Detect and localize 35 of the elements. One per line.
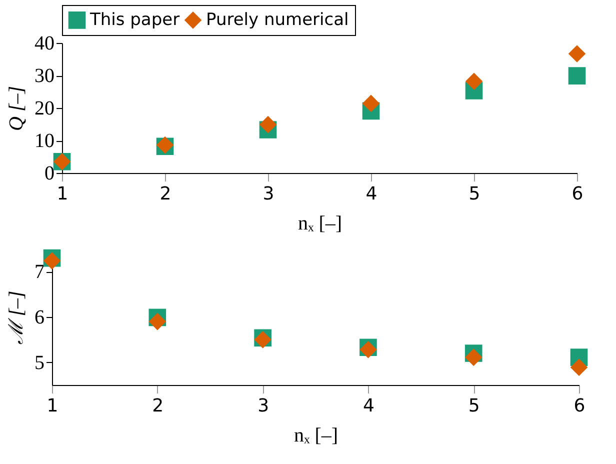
x-tick-label: 4: [366, 184, 378, 204]
y-tick-label: 30: [34, 65, 54, 87]
x-tick-label: 1: [56, 184, 68, 204]
point: [464, 348, 482, 366]
x-tick-label: 6: [574, 396, 586, 416]
y-tick-label: 6: [34, 306, 44, 328]
point: [568, 45, 586, 62]
y-axis-title: ℳ [–]: [6, 290, 28, 344]
y-tick-label: 20: [34, 98, 54, 120]
x-tick-label: 3: [262, 184, 274, 204]
x-axis-title: nₓ [–]: [294, 424, 338, 446]
point: [568, 67, 586, 84]
x-tick-label: 4: [362, 396, 374, 416]
point: [362, 94, 380, 112]
x-axis-title: nₓ [–]: [298, 212, 342, 234]
y-tick-label: 40: [34, 32, 54, 54]
point: [148, 312, 166, 330]
x-tick-label: 2: [160, 184, 172, 204]
y-tick-label: 10: [34, 130, 54, 152]
y-axis-title: Q [–]: [6, 86, 28, 132]
y-tick-label: 5: [34, 352, 44, 374]
y-tick-label: 0: [44, 162, 54, 184]
x-tick-label: 6: [572, 184, 584, 204]
point: [259, 116, 277, 134]
point: [43, 252, 61, 270]
x-tick-label: 2: [152, 396, 164, 416]
x-tick-label: 1: [46, 396, 58, 416]
point: [465, 72, 483, 90]
x-tick-label: 5: [468, 184, 480, 204]
y-tick-label: 7: [34, 261, 44, 284]
legend-label: Purely numerical: [206, 10, 349, 30]
point: [570, 358, 588, 376]
x-tick-label: 3: [258, 396, 270, 416]
x-tick-label: 5: [468, 396, 480, 416]
legend-label: This paper: [89, 10, 180, 30]
